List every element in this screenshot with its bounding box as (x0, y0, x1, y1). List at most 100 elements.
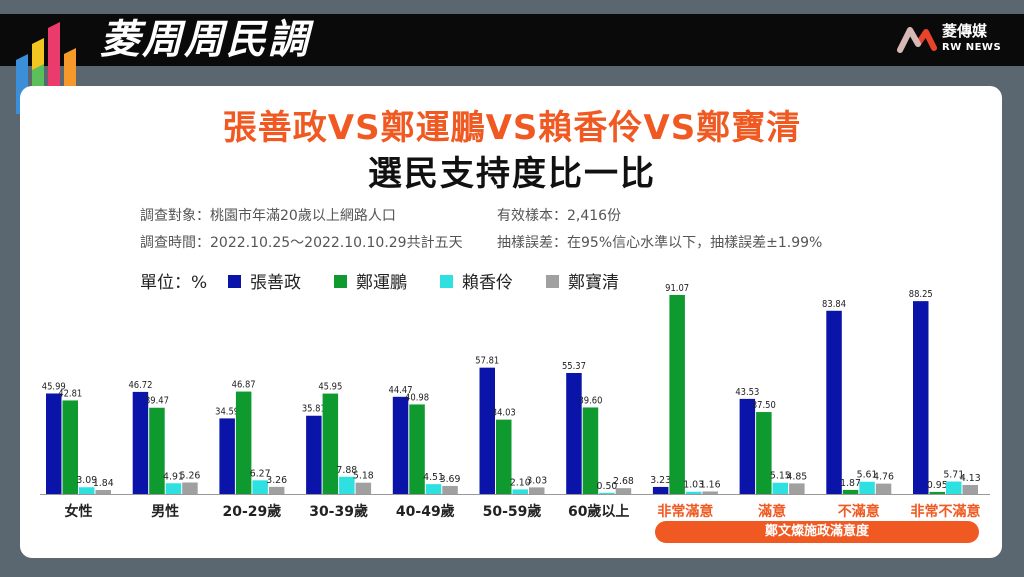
data-label-8-3: 4.85 (786, 471, 807, 482)
data-label-3-2: 7.88 (336, 465, 357, 476)
data-label-5-1: 34.03 (492, 408, 516, 419)
bar-6-0 (566, 372, 582, 494)
legend-item-3: 鄭寶清 (546, 268, 619, 293)
show-title: 菱周周民調 (100, 17, 310, 63)
data-label-6-3: 2.68 (613, 476, 634, 487)
bar-3-2 (339, 476, 355, 494)
bar-0-0 (46, 393, 62, 494)
data-label-1-2: 4.91 (163, 471, 184, 482)
brand-mark-icon (897, 27, 937, 53)
data-label-5-2: 2.10 (510, 477, 531, 488)
bar-8-3 (789, 483, 805, 494)
bar-9-2 (859, 481, 875, 494)
data-label-4-3: 3.69 (440, 474, 461, 485)
legend-label-1: 鄭運鵬 (356, 273, 407, 293)
bar-6-3 (615, 488, 632, 494)
bar-0-2 (79, 487, 95, 494)
bar-9-0 (826, 310, 842, 494)
bar-3-3 (355, 482, 372, 494)
data-label-3-0: 35.81 (302, 404, 326, 415)
data-label-9-2: 5.61 (857, 470, 878, 481)
data-label-2-1: 46.87 (232, 380, 256, 391)
category-label-2: 20-29歲 (223, 503, 282, 520)
data-label-10-2: 5.71 (943, 470, 964, 481)
legend-swatch-2 (440, 274, 453, 288)
legend-swatch-0 (228, 274, 241, 288)
category-label-9: 不滿意 (838, 503, 880, 520)
data-label-9-3: 4.76 (873, 472, 894, 483)
survey-target: 調查對象：桃園市年滿20歲以上網路人口 (140, 208, 396, 224)
category-label-6: 60歲以上 (568, 503, 629, 520)
data-label-10-1: 0.95 (927, 480, 948, 491)
title-bar (0, 14, 1024, 66)
bar-3-0 (306, 415, 322, 494)
category-label-0: 女性 (65, 503, 93, 520)
unit-label: 單位：% (140, 273, 208, 293)
legend-label-2: 賴香伶 (462, 273, 513, 293)
data-label-6-1: 39.60 (578, 395, 602, 406)
category-label-10: 非常不滿意 (911, 503, 981, 520)
data-label-2-3: 3.26 (266, 475, 287, 486)
survey-sample: 有效樣本：2,416份 (497, 208, 622, 224)
legend-label-3: 鄭寶清 (568, 273, 619, 293)
bar-1-3 (182, 482, 198, 494)
legend-item-0: 張善政 (228, 268, 301, 293)
data-label-3-1: 45.95 (318, 382, 342, 393)
data-label-0-1: 42.81 (58, 388, 82, 399)
survey-error: 抽樣誤差：在95%信心水準以下，抽樣誤差±1.99% (497, 235, 823, 251)
data-label-4-0: 44.47 (389, 385, 413, 396)
brand-logo: 菱傳媒 RW NEWS (896, 18, 1006, 62)
data-label-0-3: 1.84 (93, 478, 114, 489)
legend-swatch-1 (334, 274, 347, 288)
brand-subtitle: RW NEWS (942, 42, 1002, 53)
category-label-1: 男性 (151, 503, 179, 520)
legend-label-0: 張善政 (250, 273, 301, 293)
data-label-5-0: 57.81 (475, 356, 499, 367)
bar-3-1 (322, 393, 339, 494)
bar-4-3 (442, 485, 458, 494)
legend-swatch-3 (546, 274, 559, 288)
data-label-7-0: 3.23 (650, 475, 671, 486)
bar-7-1 (669, 294, 685, 494)
bar-6-1 (582, 407, 599, 494)
data-label-2-2: 6.27 (250, 468, 271, 479)
bar-10-2 (946, 481, 962, 494)
bar-2-0 (219, 418, 235, 494)
data-label-7-2: 1.03 (683, 480, 704, 491)
legend-item-1: 鄭運鵬 (334, 268, 407, 293)
data-label-3-3: 5.18 (353, 471, 374, 482)
data-label-1-0: 46.72 (128, 380, 152, 391)
bar-7-3 (702, 491, 718, 494)
bar-5-2 (512, 489, 528, 494)
bar-1-1 (149, 407, 165, 494)
category-label-4: 40-49歲 (396, 503, 455, 520)
data-label-0-2: 3.09 (76, 475, 97, 486)
bar-7-0 (652, 486, 669, 494)
bar-5-1 (496, 419, 512, 494)
bar-2-3 (268, 486, 285, 494)
data-label-8-0: 43.53 (735, 387, 759, 398)
category-label-3: 30-39歲 (309, 503, 368, 520)
brand-name: 菱傳媒 (942, 22, 988, 40)
bar-5-3 (529, 487, 545, 494)
data-label-5-3: 3.03 (526, 475, 547, 486)
bar-0-3 (95, 489, 111, 494)
category-label-7: 非常滿意 (657, 503, 713, 520)
legend-item-2: 賴香伶 (440, 268, 513, 293)
bar-6-2 (599, 492, 615, 494)
bar-8-2 (772, 482, 789, 494)
data-label-10-3: 4.13 (960, 473, 981, 484)
data-label-6-0: 55.37 (562, 361, 586, 372)
data-label-7-3: 1.16 (700, 479, 721, 490)
data-label-9-1: 1.87 (840, 478, 861, 489)
data-label-8-2: 5.15 (770, 471, 791, 482)
category-label-8: 滿意 (757, 503, 786, 520)
data-label-1-3: 5.26 (180, 471, 201, 482)
bar-10-0 (913, 301, 929, 494)
survey-period: 調查時間：2022.10.25～2022.10.10.29共計五天 (140, 235, 463, 251)
bar-5-0 (479, 367, 495, 494)
bar-4-0 (392, 396, 409, 494)
bar-8-0 (739, 398, 756, 494)
bar-10-3 (962, 484, 978, 494)
